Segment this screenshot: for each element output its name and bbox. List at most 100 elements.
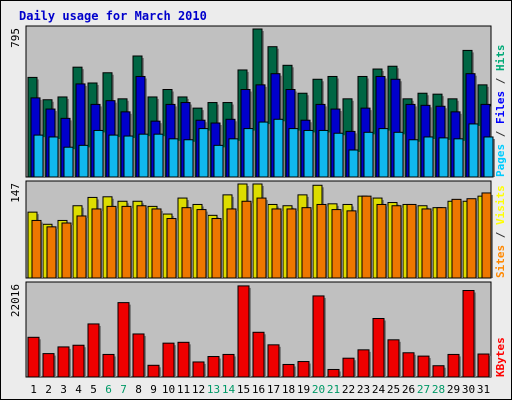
volume-bar-kbytes xyxy=(132,333,145,378)
x-tick-label: 23 xyxy=(357,383,370,396)
traffic-max-label: 795 xyxy=(9,28,22,48)
visitors-bar-sites xyxy=(136,205,147,279)
traffic-bar-pages xyxy=(408,139,419,178)
visitors-bar-sites xyxy=(421,208,432,279)
traffic-bar-pages xyxy=(483,136,494,178)
traffic-bar-pages xyxy=(393,131,404,178)
legend-entry: Sites xyxy=(494,245,507,278)
volume-bar-kbytes xyxy=(252,331,265,378)
volume-max-label: 22016 xyxy=(9,284,22,317)
x-tick-label: 31 xyxy=(477,383,490,396)
x-tick-label: 19 xyxy=(297,383,310,396)
traffic-bar-pages xyxy=(438,137,449,178)
visitors-bar-sites xyxy=(31,219,42,279)
traffic-bar-pages xyxy=(138,133,149,178)
volume-bar-kbytes xyxy=(267,344,280,378)
traffic-bar-pages xyxy=(348,149,359,178)
x-tick-label: 25 xyxy=(387,383,400,396)
volume-bar-kbytes xyxy=(282,363,295,378)
x-tick-label: 14 xyxy=(222,383,236,396)
x-tick-label: 28 xyxy=(432,383,445,396)
volume-bar-kbytes xyxy=(297,361,310,378)
volume-bar-kbytes xyxy=(357,349,370,378)
volume-bar-kbytes xyxy=(87,323,100,378)
x-tick-label: 5 xyxy=(90,383,97,396)
traffic-bar-pages xyxy=(333,132,344,178)
volume-bar-kbytes xyxy=(387,339,400,378)
x-tick-label: 30 xyxy=(462,383,475,396)
traffic-bar-pages xyxy=(198,128,209,178)
x-tick-label: 9 xyxy=(150,383,157,396)
x-tick-label: 10 xyxy=(162,383,175,396)
volume-bar-kbytes xyxy=(162,342,175,378)
visitors-bar-sites xyxy=(406,203,417,279)
traffic-bar-pages xyxy=(168,138,179,178)
visitors-bar-sites xyxy=(91,208,102,279)
volume-bar-kbytes xyxy=(27,336,40,378)
traffic-bar-pages xyxy=(423,136,434,178)
traffic-bar-pages xyxy=(288,128,299,178)
x-tick-label: 7 xyxy=(120,383,127,396)
visitors-bar-sites xyxy=(316,203,327,279)
visitors-bar-sites xyxy=(61,222,72,279)
visitors-bar-sites xyxy=(361,195,372,279)
x-tick-label: 16 xyxy=(252,383,265,396)
traffic-legend: Pages / Files / Hits xyxy=(494,45,507,178)
x-tick-label: 6 xyxy=(105,383,112,396)
visitors-bar-sites xyxy=(376,203,387,279)
visitors-bar-sites xyxy=(301,207,312,279)
volume-legend: KBytes xyxy=(494,337,507,377)
traffic-bar-pages xyxy=(123,135,134,178)
chart-title: Daily usage for March 2010 xyxy=(19,9,207,23)
panel-traffic: 795 Pages / Files / Hits xyxy=(9,25,507,178)
volume-bar-kbytes xyxy=(312,295,325,378)
traffic-bar-pages xyxy=(108,134,119,178)
x-tick-label: 12 xyxy=(192,383,205,396)
volume-bar-kbytes xyxy=(207,356,220,378)
volume-bar-kbytes xyxy=(462,289,475,378)
traffic-bar-pages xyxy=(213,144,224,178)
visitors-bar-sites xyxy=(106,205,117,279)
visitors-bar-sites xyxy=(451,198,462,279)
panel-volume: 22016 KBytes xyxy=(9,281,507,378)
volume-bar-kbytes xyxy=(192,361,205,378)
visitors-bar-sites xyxy=(286,208,297,279)
traffic-bar-pages xyxy=(303,129,314,178)
traffic-bar-pages xyxy=(318,129,329,178)
x-tick-label: 15 xyxy=(237,383,250,396)
volume-bar-kbytes xyxy=(57,346,70,378)
x-tick-label: 27 xyxy=(417,383,430,396)
traffic-bar-pages xyxy=(183,139,194,178)
legend-entry: Hits xyxy=(494,45,507,72)
legend-separator: / xyxy=(494,71,507,91)
visitors-bar-sites xyxy=(181,207,192,279)
visitors-bar-sites xyxy=(436,207,447,279)
visitors-bar-sites xyxy=(331,209,342,279)
x-tick-label: 4 xyxy=(75,383,82,396)
visitors-bar-sites xyxy=(196,209,207,279)
traffic-bar-pages xyxy=(78,144,89,178)
visitors-bar-sites xyxy=(211,218,222,279)
visitors-bar-sites xyxy=(256,197,267,279)
traffic-bar-pages xyxy=(468,123,479,178)
traffic-bar-pages xyxy=(363,131,374,178)
legend-entry: Pages xyxy=(494,144,507,177)
x-tick-label: 24 xyxy=(372,383,386,396)
traffic-bar-pages xyxy=(153,133,164,178)
visitors-bar-sites xyxy=(271,208,282,279)
visitors-bar-sites xyxy=(466,198,477,279)
traffic-bar-pages xyxy=(33,134,44,178)
visitors-bar-sites xyxy=(346,210,357,279)
x-tick-label: 8 xyxy=(135,383,142,396)
volume-bar-kbytes xyxy=(42,353,55,378)
volume-bar-kbytes xyxy=(177,341,190,378)
volume-bar-kbytes xyxy=(402,352,415,378)
traffic-bar-pages xyxy=(258,121,269,178)
visitors-bar-sites xyxy=(121,205,132,279)
volume-bar-kbytes xyxy=(147,364,160,378)
traffic-bar-pages xyxy=(63,146,74,178)
legend-separator: / xyxy=(494,225,507,245)
x-tick-label: 20 xyxy=(312,383,325,396)
visitors-bar-sites xyxy=(226,208,237,279)
